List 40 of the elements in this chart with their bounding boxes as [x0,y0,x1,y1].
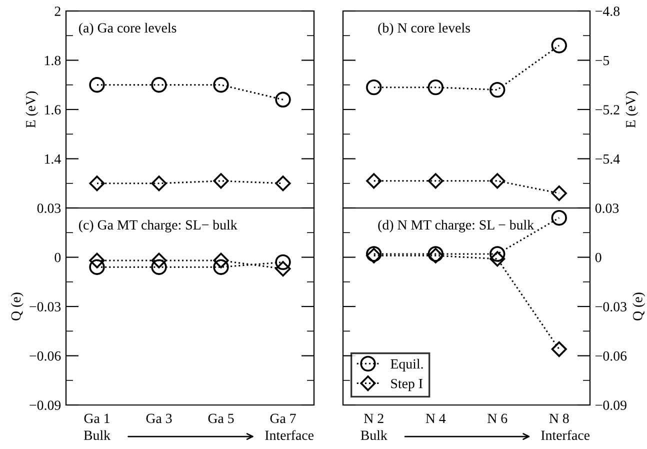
y-tick-label: −0.09 [30,400,61,410]
x-tick-label: N 4 [426,414,446,423]
y-tick-label: −0.03 [596,302,626,312]
y-tick-label: −0.09 [596,400,626,410]
y-tick-label: 2 [54,6,60,16]
y-tick-label: 1.8 [45,56,61,66]
y-tick-label: −4.8 [596,6,620,16]
x-tick-label: Ga 5 [208,414,234,424]
x-tick-label: N 8 [549,414,569,424]
text: Interface [541,430,590,440]
y-tick-label: 0.03 [37,204,61,214]
y-tick-label: 0 [595,252,602,262]
x-tick-label: Ga 1 [84,414,110,424]
text: (b) N core levels [378,22,470,36]
y-tick-label: −0.06 [30,351,61,361]
x-tick-label: N 2 [364,414,384,423]
text: Bulk [84,430,111,440]
legend-label: Equil. [390,358,423,372]
legend-label: Step I [391,378,423,392]
y-tick-label: −5.4 [596,154,620,164]
y-axis-title: E (eV) [626,91,638,128]
text: Interface [265,430,314,440]
x-tick-label: Ga 7 [270,414,296,424]
y-tick-label: −0.03 [30,302,61,312]
y-axis-title: Q (e) [10,292,24,320]
y-axis-title: E (eV) [26,91,38,128]
y-tick-label: −5 [596,56,610,66]
y-axis-title: Q (e) [632,292,646,320]
text: (d) N MT charge: SL − bulk [378,220,534,232]
y-tick-label: 1.6 [45,105,61,115]
text: (c) Ga MT charge: SL− bulk [79,220,238,232]
y-tick-label: 0.03 [595,204,619,214]
y-tick-label: 1.4 [45,154,61,164]
y-tick-label: −5.2 [596,105,620,115]
text: (a) Ga core levels [79,22,176,36]
x-tick-label: N 6 [488,414,508,424]
text: Bulk [360,430,388,440]
y-tick-label: −0.06 [596,351,627,361]
x-tick-label: Ga 3 [146,414,172,424]
y-tick-label: 0 [54,252,61,262]
